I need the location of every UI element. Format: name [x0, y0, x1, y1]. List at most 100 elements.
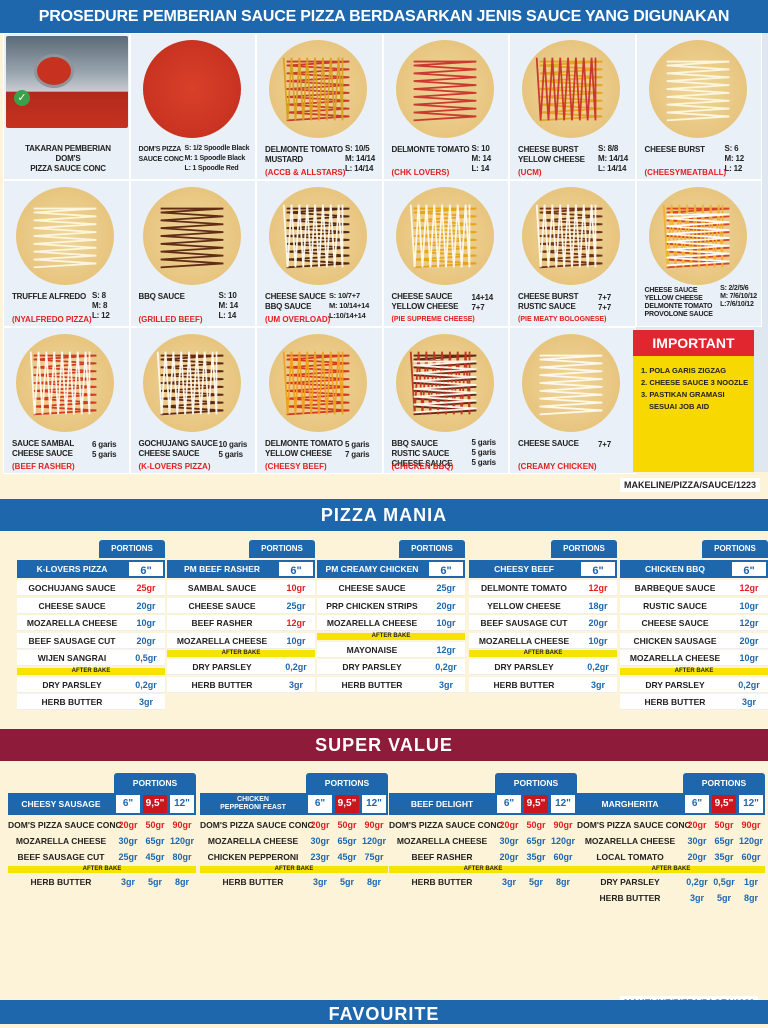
sauce-cell: DELMONTE TOMATO MUSTARD S: 10/5 M: 14/14 … [256, 33, 383, 180]
important-item: 3. PASTIKAN GRAMASI [641, 390, 725, 399]
ingredient-amount: 3gr [288, 679, 303, 690]
ingredient-amount: 0,2gr [587, 662, 609, 672]
pizza-name-label: (GRILLED BEEF) [138, 315, 203, 324]
pizza-sauce-pattern-image [522, 187, 620, 285]
table-row: HERB BUTTER 3gr [620, 694, 768, 710]
ingredient-name: DOM'S PIZZA SAUCE CONC [8, 820, 122, 830]
table-header: BEEF DELIGHT 6" 9,5" 12" [389, 793, 577, 815]
table-row: CHEESE SAUCE 25gr [317, 580, 465, 596]
table-header: MARGHERITA 6" 9,5" 12" [577, 793, 765, 815]
ingredient-amount: 10gr [739, 600, 759, 611]
table-row: MOZARELLA CHEESE 10gr [17, 615, 165, 631]
pizza-sauce-pattern-image [16, 187, 114, 285]
ingredient-name: SAMBAL SAUCE [187, 583, 257, 593]
size-label: 6" [685, 795, 709, 813]
ingredient-amount: 20gr [310, 820, 330, 830]
ingredient-amount: 120gr [738, 836, 764, 846]
sauce-cell: SAUCE SAMBAL CHEESE SAUCE 6 garis 5 garis… [3, 327, 130, 474]
ingredient-amount: 12gr [588, 583, 608, 593]
sauce-label: BBQ SAUCE [138, 292, 185, 301]
ingredient-amount: 10gr [286, 635, 306, 646]
ingredient-amount: 50gr [526, 820, 546, 830]
pizza-sauce-pattern-image [648, 187, 747, 285]
portions-header: PORTIONS [249, 540, 315, 558]
ingredient-name: DOM'S PIZZA SAUCE CONC [200, 820, 314, 830]
sauce-spec: 5 garis 5 garis 5 garis [471, 438, 497, 467]
ingredient-amount: 10gr [739, 653, 759, 663]
portions-header: PORTIONS [399, 540, 465, 558]
after-bake-divider: AFTER BAKE [167, 650, 315, 657]
ingredient-amount: 12gr [739, 618, 759, 628]
sauce-spec: 7+7 7+7 [598, 293, 611, 312]
sauce-grid: ✓ TAKARAN PEMBERIAN DOM'S PIZZA SAUCE CON… [3, 33, 768, 474]
pizza-sauce-pattern-image [522, 40, 620, 138]
ingredient-amount: 10gr [136, 618, 156, 628]
ingredient-amount: 8gr [743, 893, 758, 903]
ingredient-amount: 65gr [714, 836, 734, 846]
size-label: 6" [730, 560, 768, 578]
pizza-sauce-pattern-image [522, 334, 620, 432]
ingredient-name: HERB BUTTER [41, 697, 103, 707]
pizza-sauce-pattern-image [269, 187, 367, 285]
pizza-name-label: (CREAMY CHICKEN) [518, 462, 597, 471]
sauce-cell: CHEESE BURST S: 6 M: 12 L: 12 (CHEESYMEATB… [635, 33, 762, 180]
pizza-name: BEEF DELIGHT [410, 798, 474, 809]
ingredient-name: MOZARELLA CHEESE [15, 836, 107, 846]
ingredient-amount: 5gr [528, 877, 543, 887]
portions-header: PORTIONS [551, 540, 617, 558]
ingredient-name: CHEESE SAUCE [641, 618, 709, 628]
ingredient-amount: 30gr [118, 836, 138, 846]
table-row: CHICKEN PEPPERONI 23gr 45gr 75gr [200, 849, 388, 865]
ingredient-amount: 12gr [436, 644, 456, 655]
size-label: 9,5" [524, 795, 548, 813]
sauce-label: DELMONTE TOMATO YELLOW CHEESE [265, 439, 343, 458]
table-row: HERB BUTTER 3gr 5gr 8gr [577, 890, 765, 906]
ingredient-name: MOZARELLA CHEESE [396, 836, 488, 846]
pizza-name-label: (CHK LOVERS) [391, 168, 450, 177]
sauce-label: CHEESE BURST YELLOW CHEESE [518, 145, 585, 164]
sauce-spec: S: 10/7+7 M: 10/14+14 L:10/14+14 [329, 291, 370, 320]
table-row: CHEESE SAUCE 20gr [17, 597, 165, 614]
ingredient-amount: 25gr [136, 583, 156, 593]
sauce-spec: S: 8/8 M: 14/14 L: 14/14 [598, 144, 628, 173]
ingredient-name: MOZARELLA CHEESE [584, 836, 676, 846]
ingredient-name: PRP CHICKEN STRIPS [326, 600, 418, 611]
pizza-name-label: (PIE SUPREME CHEESE) [391, 316, 475, 323]
table-row: MOZARELLA CHEESE 10gr [469, 632, 617, 649]
table-row: DOM'S PIZZA SAUCE CONC 20gr 50gr 90gr [200, 817, 388, 833]
ingredient-amount: 3gr [120, 877, 135, 887]
size-label: 6" [308, 795, 332, 813]
ingredient-amount: 0,5gr [135, 653, 157, 663]
table-row: YELLOW CHEESE 18gr [469, 597, 617, 614]
ingredient-amount: 3gr [312, 877, 327, 887]
ingredient-amount: 5gr [716, 893, 731, 903]
pizza-name-label: (BEEF RASHER) [12, 462, 75, 471]
sauce-spec: S: 10/5 M: 14/14 L: 14/14 [345, 144, 375, 173]
sauce-label: CHEESE BURST RUSTIC SAUCE [518, 292, 579, 311]
ingredient-amount: 3gr [741, 697, 756, 707]
size-label: 9,5" [143, 795, 167, 813]
table-row: PRP CHICKEN STRIPS 20gr [317, 597, 465, 614]
ingredient-name: DRY PARSLEY [42, 679, 102, 690]
favourite-banner: FAVOURITE [0, 1000, 768, 1024]
ingredient-name: MOZARELLA CHEESE [26, 618, 118, 628]
important-item: 1. POLA GARIS ZIGZAG [641, 366, 727, 375]
sauce-spec: 5 garis 7 garis [345, 440, 370, 459]
table-row: DOM'S PIZZA SAUCE CONC 20gr 50gr 90gr [577, 817, 765, 833]
ingredient-name: DELMONTE TOMATO [481, 583, 567, 593]
portions-header: PORTIONS [495, 773, 577, 793]
ingredient-name: CHEESE SAUCE [38, 600, 106, 611]
ingredient-amount: 60gr [553, 852, 573, 862]
important-item: 2. CHEESE SAUCE 3 NOOZLE [641, 378, 749, 387]
sauce-cell: DOM'S PIZZA SAUCE CONC S: 1/2 Spoodle Bla… [129, 33, 256, 180]
important-box: IMPORTANT 1. POLA GARIS ZIGZAG 2. CHEESE… [633, 330, 754, 472]
sauce-label: TAKARAN PEMBERIAN DOM'S PIZZA SAUCE CONC [25, 144, 111, 173]
ingredient-amount: 20gr [687, 852, 707, 862]
table-row: WIJEN SANGRAI 0,5gr [17, 650, 165, 666]
table-row: HERB BUTTER 3gr 5gr 8gr [200, 874, 388, 890]
ingredient-amount: 50gr [145, 820, 165, 830]
ingredient-amount: 30gr [310, 836, 330, 846]
sauce-cell: ✓ TAKARAN PEMBERIAN DOM'S PIZZA SAUCE CON… [3, 33, 130, 180]
ingredient-name: HERB BUTTER [30, 877, 92, 887]
sauce-cell: CHEESE SAUCE YELLOW CHEESE 14+14 7+7 (PIE … [382, 180, 509, 327]
